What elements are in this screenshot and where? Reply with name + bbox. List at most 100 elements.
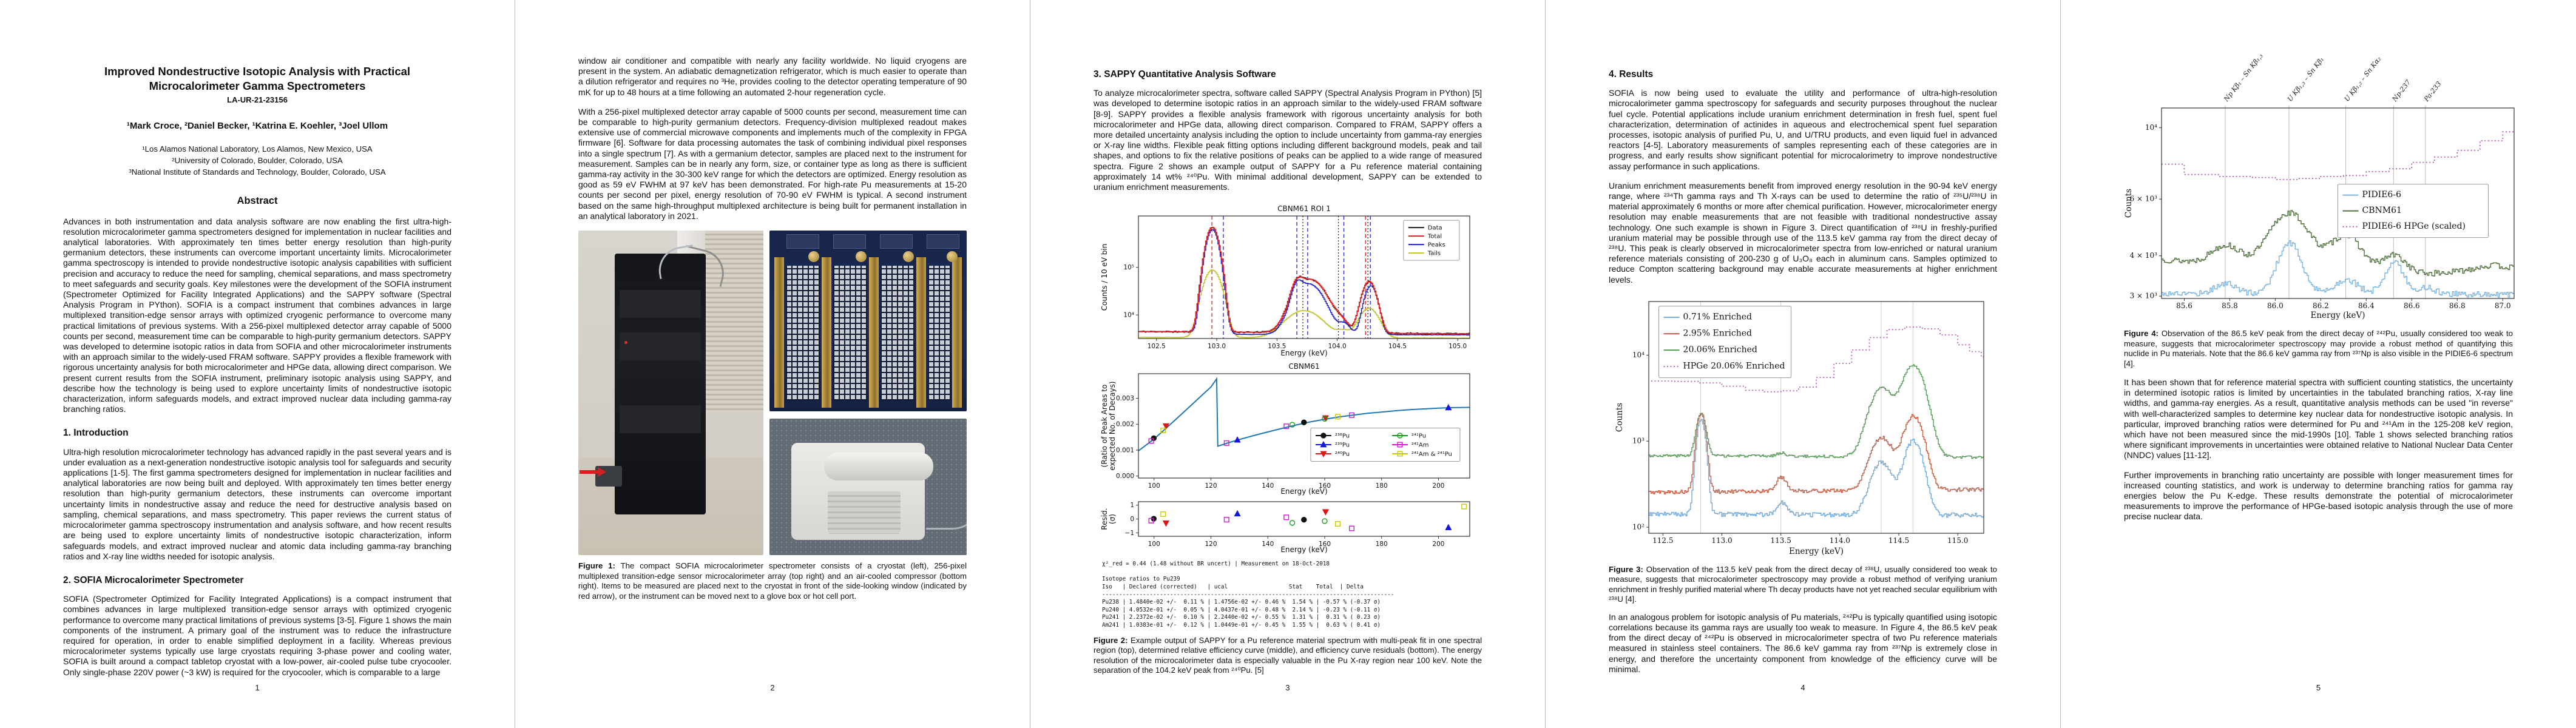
- abstract-text: Advances in both instrumentation and dat…: [63, 216, 451, 414]
- svg-text:PIDIE6-6: PIDIE6-6: [2362, 190, 2402, 200]
- svg-text:113.5: 113.5: [1771, 536, 1791, 545]
- svg-text:86.4: 86.4: [2358, 302, 2375, 310]
- section-4-heading: 4. Results: [1609, 69, 1654, 79]
- svg-text:85.6: 85.6: [2176, 302, 2192, 310]
- figure1-photo-compressor: [769, 419, 967, 556]
- rack-panel: [620, 290, 701, 318]
- svg-text:160: 160: [1319, 482, 1331, 490]
- svg-text:114.5: 114.5: [1888, 536, 1909, 545]
- svg-text:180: 180: [1376, 541, 1388, 548]
- svg-text:Energy (keV): Energy (keV): [1280, 545, 1327, 554]
- figure2-caption-label: Figure 2:: [1094, 635, 1128, 645]
- page-5: Np Kβ₁ – Sn Kβ₁,₃ U Kβ₁,₃ – Sn Kβ₁ U Kβ₁,₂…: [2061, 0, 2576, 728]
- figure2-caption: Figure 2: Example output of SAPPY for a …: [1094, 635, 1482, 675]
- svg-text:Counts: Counts: [2124, 189, 2134, 218]
- figure1-photo-cryostat: [578, 231, 763, 556]
- svg-text:10³: 10³: [1632, 437, 1645, 445]
- svg-text:Counts / 10 eV bin: Counts / 10 eV bin: [1100, 244, 1109, 311]
- abstract-heading: Abstract: [237, 195, 278, 207]
- figure2-residuals-chart: 100 120 140 160 180 200 −1 0 1 Energy (keV) Resid.…: [1100, 499, 1476, 558]
- svg-text:112.5: 112.5: [1652, 536, 1673, 545]
- svg-text:20.06% Enriched: 20.06% Enriched: [1683, 345, 1757, 354]
- figure2-efficiency-chart: 100 120 140 160 180 200 0.000 0.001 0.002 0.003 En…: [1100, 360, 1476, 499]
- svg-text:HPGe 20.06% Enriched: HPGe 20.06% Enriched: [1683, 361, 1785, 371]
- svg-text:6 × 10³: 6 × 10³: [2130, 195, 2158, 203]
- svg-text:1: 1: [1130, 502, 1134, 509]
- figure1-photos: [578, 231, 967, 556]
- figure3-caption: Figure 3: Observation of the 113.5 keV p…: [1609, 564, 1997, 604]
- svg-text:104.5: 104.5: [1388, 343, 1407, 350]
- cryostat-tower: [615, 244, 729, 515]
- section-1-heading: 1. Introduction: [63, 428, 129, 439]
- figure2: 102.5 103.0 103.5 104.0 104.5 105.0 10⁴ 10⁵ Ener…: [1094, 201, 1482, 629]
- section-2-heading: 2. SOFIA Microcalorimeter Spectrometer: [63, 575, 244, 585]
- svg-text:−1: −1: [1125, 530, 1134, 537]
- svg-text:²⁴¹Pu: ²⁴¹Pu: [1411, 433, 1426, 440]
- svg-text:Energy (keV): Energy (keV): [2310, 311, 2365, 320]
- svg-text:0.003: 0.003: [1116, 395, 1134, 402]
- red-arrow-annotation: [580, 467, 607, 477]
- figure4-caption: Figure 4: Observation of the 86.5 keV pe…: [2124, 329, 2513, 368]
- svg-text:87.0: 87.0: [2495, 302, 2511, 310]
- svg-text:Tails: Tails: [1427, 251, 1441, 257]
- page-3: 3. SAPPY Quantitative Analysis Software …: [1030, 0, 1546, 728]
- svg-text:85.8: 85.8: [2222, 302, 2238, 310]
- page-number: 1: [255, 682, 260, 692]
- affiliation-2: ²University of Colorado, Boulder, Colora…: [172, 156, 343, 166]
- page-number: 5: [2316, 682, 2321, 692]
- svg-text:140: 140: [1262, 541, 1274, 548]
- svg-text:2.95% Enriched: 2.95% Enriched: [1683, 328, 1752, 338]
- paragraph: In an analogous problem for isotopic ana…: [1609, 612, 1997, 674]
- rack-panel: [620, 332, 701, 361]
- svg-text:86.8: 86.8: [2449, 302, 2466, 310]
- svg-text:0.000: 0.000: [1116, 473, 1134, 480]
- svg-text:200: 200: [1432, 482, 1444, 490]
- svg-text:²⁴¹Am: ²⁴¹Am: [1411, 442, 1429, 449]
- svg-text:140: 140: [1262, 482, 1274, 490]
- figure1-caption-label: Figure 1:: [578, 561, 615, 571]
- svg-text:Resid.: Resid.: [1100, 508, 1109, 530]
- svg-text:86.2: 86.2: [2313, 302, 2329, 310]
- figure3-enrichment-chart: 112.5 113.0 113.5 114.0 114.5 115.0 10² 10³ 10⁴ E…: [1615, 294, 1991, 559]
- paper-title: Improved Nondestructive Isotopic Analysi…: [104, 65, 411, 92]
- svg-text:expected No. of Decays): expected No. of Decays): [1108, 382, 1117, 471]
- svg-text:102.5: 102.5: [1148, 343, 1166, 350]
- svg-text:PIDIE6-6 HPGe (scaled): PIDIE6-6 HPGe (scaled): [2362, 221, 2466, 231]
- svg-text:10²: 10²: [1632, 522, 1645, 531]
- svg-text:Energy (keV): Energy (keV): [1280, 487, 1327, 496]
- svg-text:0: 0: [1130, 516, 1134, 523]
- svg-text:Energy (keV): Energy (keV): [1280, 349, 1327, 357]
- svg-text:86.0: 86.0: [2267, 302, 2284, 310]
- svg-text:10⁴: 10⁴: [1123, 312, 1134, 319]
- figure2-roi-fit-chart: 102.5 103.0 103.5 104.0 104.5 105.0 10⁴ 10⁵ Ener…: [1100, 201, 1476, 361]
- svg-text:Energy (keV): Energy (keV): [1789, 547, 1844, 556]
- svg-text:0.002: 0.002: [1116, 421, 1134, 428]
- svg-text:10⁴: 10⁴: [1632, 351, 1645, 359]
- page-number: 4: [1800, 682, 1805, 692]
- svg-text:10⁴: 10⁴: [2145, 123, 2157, 132]
- svg-text:3 × 10³: 3 × 10³: [2130, 292, 2158, 300]
- svg-text:103.5: 103.5: [1268, 343, 1286, 350]
- figure3-caption-label: Figure 3:: [1609, 564, 1643, 574]
- report-number: LA-UR-21-23156: [227, 95, 288, 104]
- led-indicator: [624, 341, 627, 345]
- figure1-caption: Figure 1: The compact SOFIA microcalorim…: [578, 561, 967, 601]
- svg-text:4 × 10³: 4 × 10³: [2130, 251, 2158, 260]
- figure4-pu242-chart: Np Kβ₁ – Sn Kβ₁,₃ U Kβ₁,₃ – Sn Kβ₁ U Kβ₁,₂…: [2124, 38, 2521, 323]
- paragraph: It has been shown that for reference mat…: [2124, 377, 2513, 460]
- page-4: 4. Results SOFIA is now being used to ev…: [1546, 0, 2061, 728]
- affiliation-3: ³National Institute of Standards and Tec…: [129, 167, 386, 177]
- svg-text:CBNM61: CBNM61: [1288, 362, 1319, 371]
- paragraph: window air conditioner and compatible wi…: [578, 56, 967, 97]
- page-2: window air conditioner and compatible wi…: [515, 0, 1030, 728]
- svg-text:100: 100: [1148, 482, 1160, 490]
- svg-text:103.0: 103.0: [1208, 343, 1226, 350]
- svg-text:CBNM61: CBNM61: [2362, 206, 2402, 215]
- svg-text:104.0: 104.0: [1328, 343, 1347, 350]
- svg-text:105.0: 105.0: [1449, 343, 1467, 350]
- svg-text:113.0: 113.0: [1711, 536, 1732, 545]
- figure4-caption-label: Figure 4:: [2124, 329, 2158, 338]
- svg-text:180: 180: [1376, 482, 1388, 490]
- section-2-text: SOFIA (Spectrometer Optimized for Facili…: [63, 594, 451, 677]
- cable: [926, 491, 967, 530]
